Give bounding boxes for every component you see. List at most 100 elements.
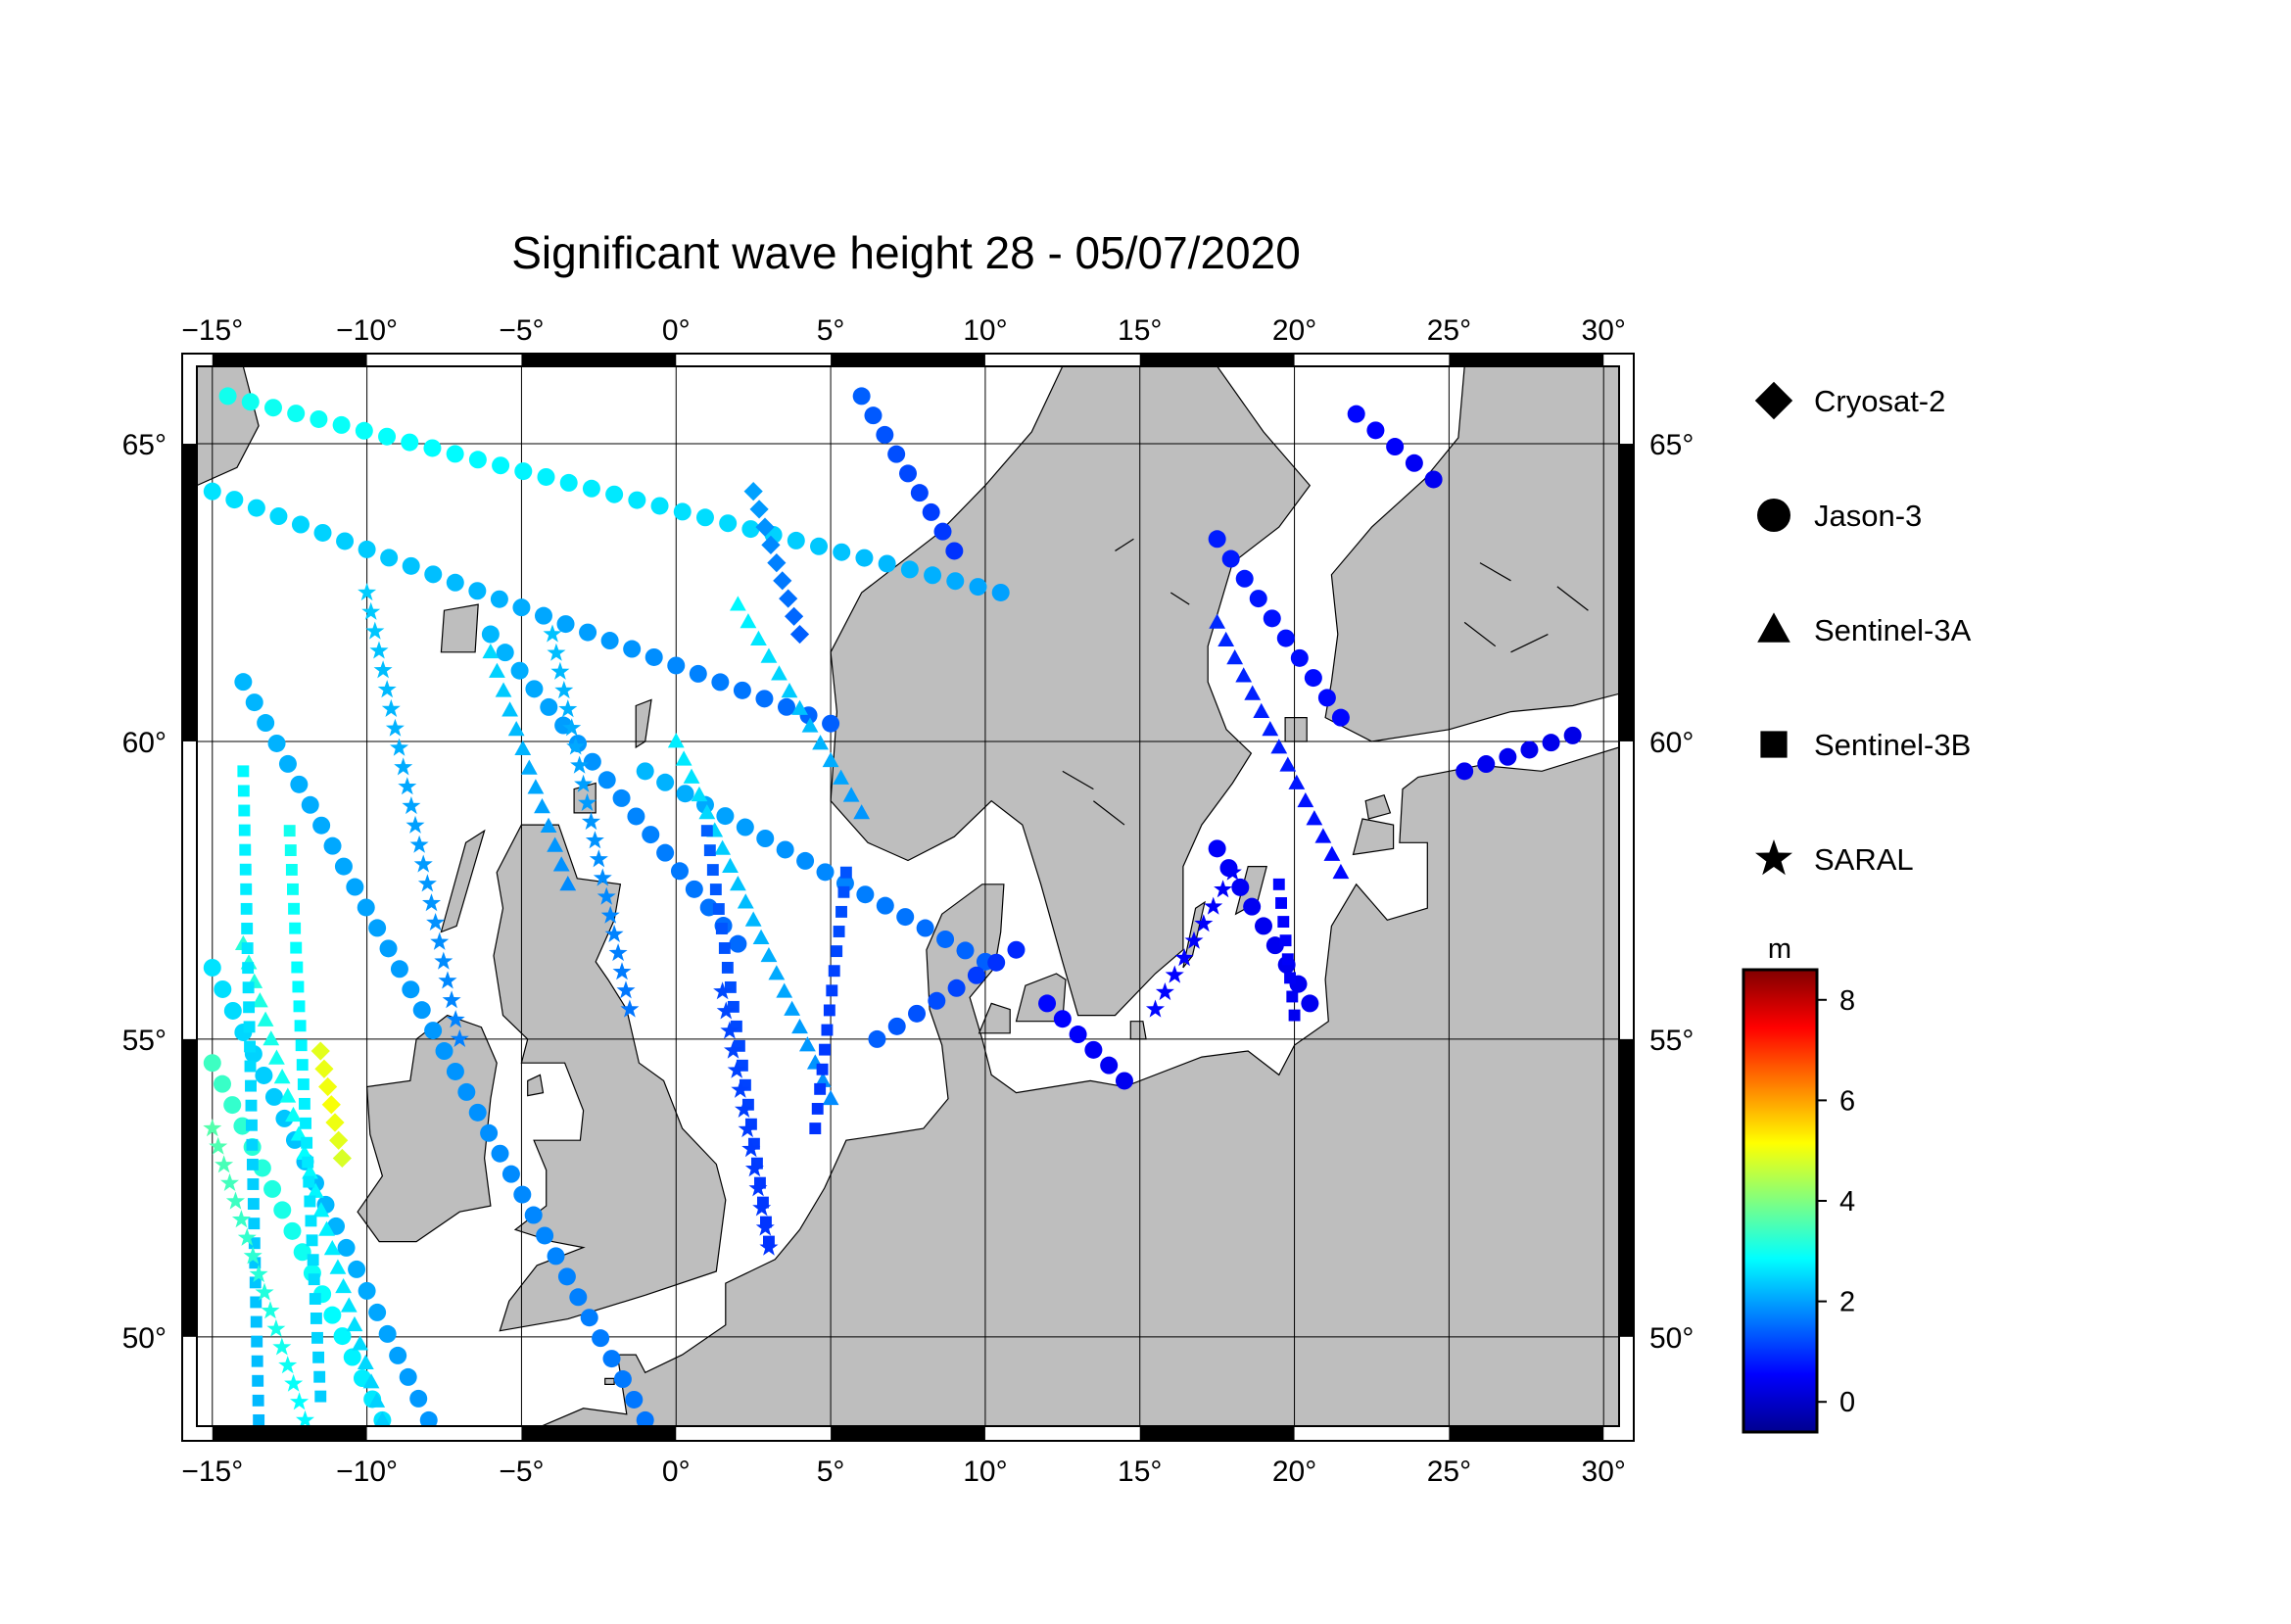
square-point [1277,916,1290,929]
square-legend-icon [1760,731,1788,758]
star-point [398,777,417,795]
star-point [446,1010,465,1028]
circle-point [656,843,675,862]
circle-point [852,387,871,406]
circle-point [878,554,896,573]
star-point [220,1172,239,1191]
circle-point [1007,940,1026,959]
star-point [720,1021,740,1039]
square-point [311,1331,323,1344]
star-point [1194,914,1214,932]
circle-point [736,818,754,836]
triangle-point [1217,631,1235,647]
frame-bar-left [182,444,197,741]
square-point [724,980,737,993]
circle-point [896,908,915,927]
square-point [816,1063,829,1075]
land-polygon [635,698,652,749]
star-point [272,1337,292,1356]
circle-point [946,572,965,591]
frame-bar-top [831,354,985,366]
triangle-point [1279,756,1297,772]
circle-point [916,919,934,937]
square-point [709,884,722,896]
circle-point [741,520,760,539]
circle-point [1038,994,1057,1013]
circle-point [481,625,500,644]
circle-point [1255,917,1272,935]
star-point [361,601,381,620]
star-point [738,1120,757,1138]
star-point [243,1246,263,1265]
triangle-point [362,1373,380,1389]
diamond-point [743,482,763,502]
star-point [1174,948,1194,967]
square-point [811,1103,824,1115]
star-point [543,624,562,643]
circle-point [602,1350,621,1368]
triangle-point [1235,667,1253,683]
triangle-point [781,682,798,698]
square-point [309,1293,321,1305]
star-point [249,1265,268,1283]
diamond-point [329,1130,349,1150]
circle-point [332,415,351,434]
square-point [819,1043,831,1056]
star-point [377,680,397,698]
triangle-point [740,613,757,629]
lat-tick-label: 60° [1649,727,1694,759]
square-point [241,942,254,955]
triangle-point [744,911,762,927]
land-layer [197,366,1619,1426]
circle-point [582,479,600,498]
circle-point [910,484,929,502]
triangle-point [290,1125,308,1141]
triangle-point [368,1392,386,1408]
star-point [358,583,377,601]
lat-tick-label: 60° [122,727,167,759]
circle-point [278,754,297,773]
frame-bar-bottom [521,1426,677,1441]
circle-point [355,421,373,440]
circle-point [612,788,631,807]
triangle-point [1253,702,1270,718]
triangle-point [842,787,860,802]
triangle-point [268,1049,285,1065]
lat-tick-label: 55° [1649,1025,1694,1057]
colorbar-tick-label: 6 [1839,1085,1855,1117]
square-point [245,1079,257,1092]
square-point [700,825,713,837]
diamond-point [325,1113,345,1132]
circle-point [513,1185,532,1204]
square-point [821,1024,834,1036]
star-point [381,698,401,717]
triangle-point [257,1011,274,1027]
square-point [295,1039,308,1052]
square-point [303,1175,315,1188]
triangle-point [329,1259,347,1274]
circle-point [644,647,663,666]
legend-label: Sentinel-3A [1814,613,1972,647]
square-point [1286,990,1299,1003]
star-point [593,868,612,886]
circle-point [267,734,286,752]
circle-point [559,473,578,492]
star-point [562,718,582,737]
square-point [301,1136,313,1149]
lon-tick-label: −10° [336,1456,398,1488]
circle-point [402,556,420,575]
circle-point [1542,734,1560,752]
circle-point [1265,936,1284,955]
circle-point [991,583,1010,601]
star-point [394,757,413,776]
lake-outline [1115,538,1134,551]
circle-point [816,863,835,882]
circle-point [1386,438,1405,456]
legend-label: Sentinel-3B [1814,728,1971,762]
circle-point [269,507,288,526]
circle-point [933,522,952,541]
triangle-point [1332,863,1350,880]
star-point [261,1301,280,1319]
square-point [244,1040,256,1053]
triangle-point [801,717,819,733]
